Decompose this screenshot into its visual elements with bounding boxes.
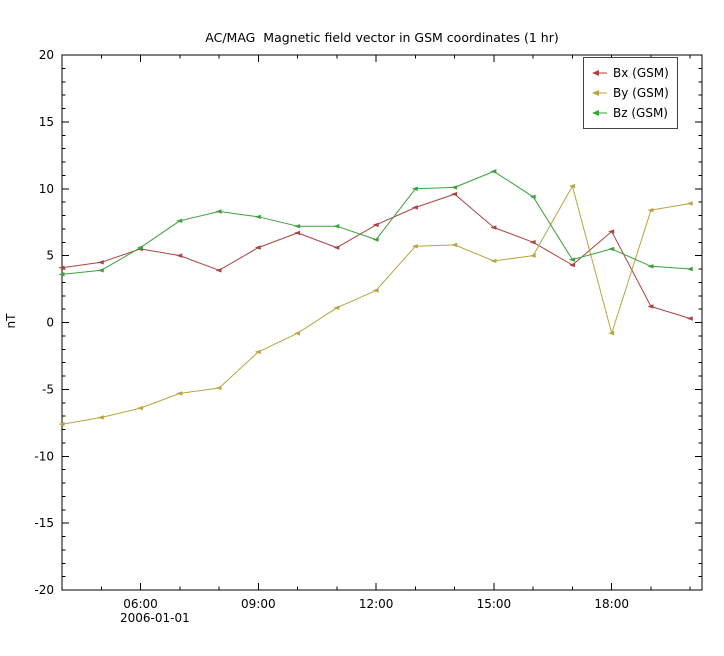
svg-text:-10: -10 <box>34 449 54 463</box>
legend-marker-bx-icon <box>591 68 609 78</box>
svg-text:09:00: 09:00 <box>241 597 276 611</box>
svg-text:20: 20 <box>39 48 54 62</box>
svg-text:-20: -20 <box>34 583 54 597</box>
legend-marker-by-icon <box>591 88 609 98</box>
x-axis-date-label: 2006-01-01 <box>120 611 190 625</box>
legend-item-by: By (GSM) <box>591 83 669 103</box>
legend-label-bz: Bz (GSM) <box>613 106 668 120</box>
legend-item-bz: Bz (GSM) <box>591 103 669 123</box>
svg-text:5: 5 <box>46 249 54 263</box>
svg-text:10: 10 <box>39 182 54 196</box>
svg-text:0: 0 <box>46 316 54 330</box>
svg-text:15: 15 <box>39 115 54 129</box>
svg-text:12:00: 12:00 <box>359 597 394 611</box>
svg-text:15:00: 15:00 <box>477 597 512 611</box>
series-bx <box>58 191 693 321</box>
tick-labels: 20 15 10 5 0 -5 -10 -15 -20 06:00 09:00 12:00 15:00 1… <box>34 48 629 611</box>
legend-label-by: By (GSM) <box>613 86 669 100</box>
chart-title: AC/MAG Magnetic field vector in GSM coor… <box>205 30 559 45</box>
series-bz <box>58 169 693 277</box>
svg-text:-15: -15 <box>34 516 54 530</box>
axis-ticks <box>62 55 702 590</box>
legend-marker-bz-icon <box>591 108 609 118</box>
legend: Bx (GSM) By (GSM) Bz (GSM) <box>583 57 678 129</box>
svg-text:18:00: 18:00 <box>594 597 629 611</box>
legend-label-bx: Bx (GSM) <box>613 66 669 80</box>
plot-frame <box>61 54 703 591</box>
series-by <box>58 183 693 427</box>
legend-item-bx: Bx (GSM) <box>591 63 669 83</box>
y-axis-label: nT <box>4 313 18 329</box>
svg-text:-5: -5 <box>42 382 54 396</box>
svg-text:06:00: 06:00 <box>123 597 158 611</box>
